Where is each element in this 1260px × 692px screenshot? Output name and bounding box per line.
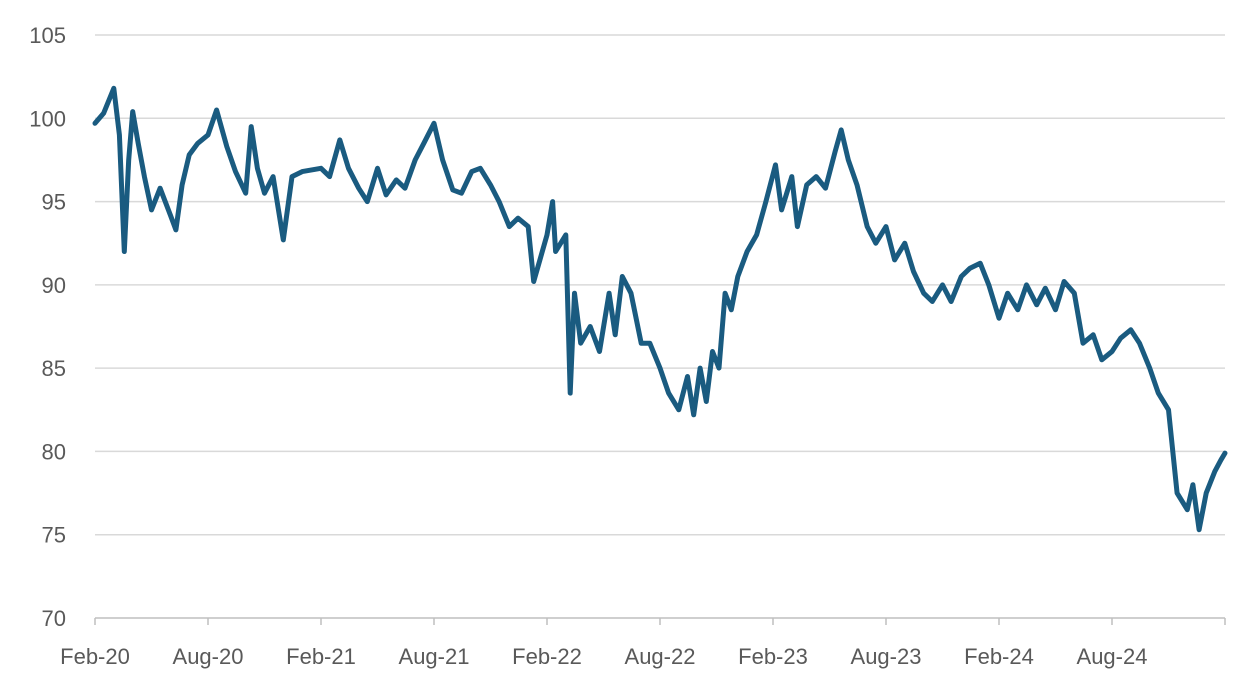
x-tick-label: Aug-20 — [173, 644, 244, 669]
x-tick-label: Feb-20 — [60, 644, 130, 669]
y-tick-label: 85 — [42, 356, 66, 381]
x-tick-label: Feb-24 — [964, 644, 1034, 669]
y-tick-label: 70 — [42, 606, 66, 631]
y-tick-label: 80 — [42, 439, 66, 464]
x-axis-ticks — [94, 618, 1226, 625]
y-tick-label: 105 — [29, 23, 66, 48]
gridlines — [95, 34, 1225, 536]
y-tick-label: 100 — [29, 106, 66, 131]
x-tick-label: Aug-24 — [1077, 644, 1148, 669]
series-layer — [92, 85, 1228, 533]
x-tick-label: Feb-21 — [286, 644, 356, 669]
series-line-0 — [92, 85, 1228, 533]
y-axis-tick-labels: 70 75 80 85 90 95 100 105 — [29, 23, 66, 631]
x-tick-label: Aug-22 — [625, 644, 696, 669]
x-axis-tick-labels: Feb-20 Aug-20 Feb-21 Aug-21 Feb-22 Aug-22 Feb-… — [60, 644, 1147, 669]
x-tick-label: Aug-21 — [399, 644, 470, 669]
y-tick-label: 90 — [42, 273, 66, 298]
x-tick-label: Feb-22 — [512, 644, 582, 669]
y-tick-label: 95 — [42, 190, 66, 215]
x-tick-label: Aug-23 — [851, 644, 922, 669]
y-tick-label: 75 — [42, 523, 66, 548]
x-tick-label: Feb-23 — [738, 644, 808, 669]
